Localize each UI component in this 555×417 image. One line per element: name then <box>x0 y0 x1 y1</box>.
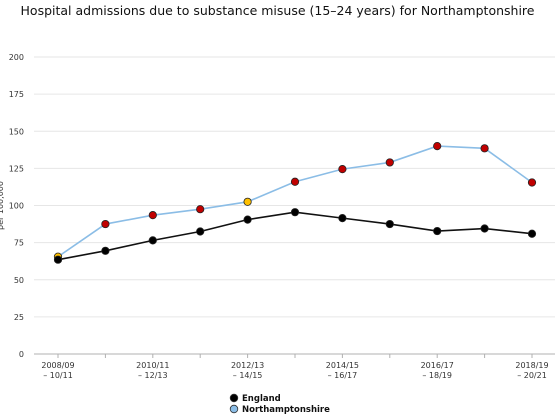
data-point-england <box>148 236 157 245</box>
data-point-northamptonshire <box>338 165 347 174</box>
y-tick-label: 50 <box>14 276 24 285</box>
series-line-northamptonshire <box>57 145 533 258</box>
y-tick-label: 150 <box>9 127 24 136</box>
data-point-england <box>527 229 537 238</box>
x-tick-label: – 18/19 <box>422 371 452 380</box>
legend-marker <box>229 393 239 403</box>
y-tick-label: 100 <box>9 202 24 211</box>
y-tick-label: 125 <box>9 164 24 173</box>
y-tick-label: 25 <box>14 313 24 322</box>
y-tick-label: 75 <box>14 239 24 248</box>
y-tick-label: 175 <box>9 90 24 99</box>
data-point-northamptonshire <box>148 211 157 220</box>
x-tick-label: 2012/13 <box>231 361 264 370</box>
y-tick-label: 200 <box>9 53 24 62</box>
data-point-england <box>433 226 442 236</box>
x-tick-label: 2014/15 <box>326 361 359 370</box>
x-tick-label: 2016/17 <box>421 361 454 370</box>
data-point-england <box>338 214 347 223</box>
data-point-northamptonshire <box>243 197 252 206</box>
data-point-england <box>53 255 63 264</box>
data-point-england <box>196 227 205 236</box>
x-tick-label: 2008/09 <box>41 361 74 370</box>
data-point-england <box>480 224 489 233</box>
data-point-northamptonshire <box>385 158 394 167</box>
x-tick-label: – 10/11 <box>43 371 73 380</box>
data-point-england <box>290 208 300 217</box>
chart-title: Hospital admissions due to substance mis… <box>20 3 535 18</box>
x-tick-label: – 14/15 <box>233 371 263 380</box>
data-point-northamptonshire <box>480 144 489 153</box>
x-tick-label: – 20/21 <box>517 371 547 380</box>
legend-marker <box>229 404 239 414</box>
y-axis-label: per 100,000 <box>0 181 5 230</box>
x-tick-label: 2018/19 <box>515 361 548 370</box>
data-point-england <box>243 215 252 224</box>
legend-label: England <box>242 394 281 404</box>
data-point-northamptonshire <box>527 178 537 187</box>
data-point-england <box>101 246 110 255</box>
x-tick-label: – 12/13 <box>138 371 168 380</box>
data-point-england <box>385 219 394 229</box>
y-tick-label: 0 <box>19 350 24 359</box>
data-point-northamptonshire <box>433 142 442 151</box>
data-point-northamptonshire <box>290 177 300 186</box>
data-point-northamptonshire <box>196 205 205 214</box>
data-point-northamptonshire <box>101 219 110 229</box>
x-tick-label: – 16/17 <box>328 371 358 380</box>
legend-label: Northamptonshire <box>242 405 330 415</box>
x-tick-label: 2010/11 <box>136 361 169 370</box>
